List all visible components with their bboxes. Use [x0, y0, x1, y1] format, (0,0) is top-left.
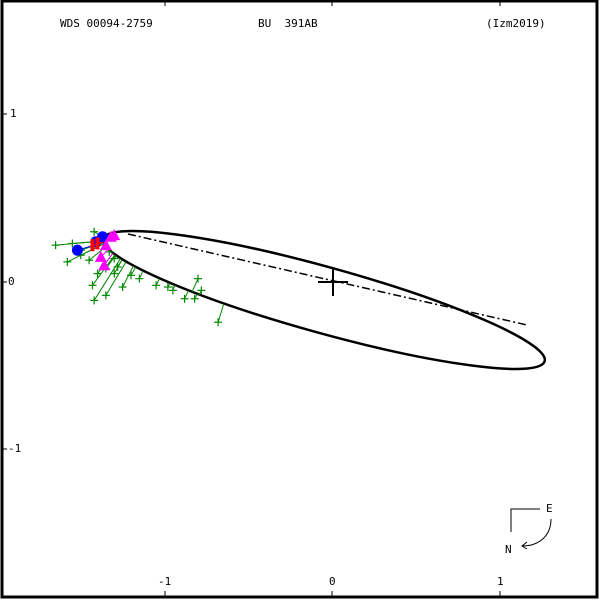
discoverer-label: BU 391AB — [258, 17, 318, 30]
y-tick-label: 0 — [8, 275, 15, 288]
compass — [510, 508, 552, 550]
reference-label: (Izm2019) — [486, 17, 546, 30]
wds-id-label: WDS 00094-2759 — [60, 17, 153, 30]
x-tick-label: 0 — [329, 575, 336, 588]
y-tick-label: -1 — [8, 442, 22, 455]
x-tick-label: -1 — [158, 575, 172, 588]
y-tick-label: 1 — [10, 107, 17, 120]
line-of-nodes — [127, 233, 528, 326]
axis-ticks — [2, 1, 501, 597]
observation-markers — [51, 227, 225, 327]
orbit-ellipse — [101, 229, 547, 371]
compass-east-label: E — [546, 502, 553, 515]
x-tick-label: 1 — [497, 575, 504, 588]
compass-north-label: N — [505, 543, 512, 556]
primary-star-cross — [318, 267, 348, 296]
